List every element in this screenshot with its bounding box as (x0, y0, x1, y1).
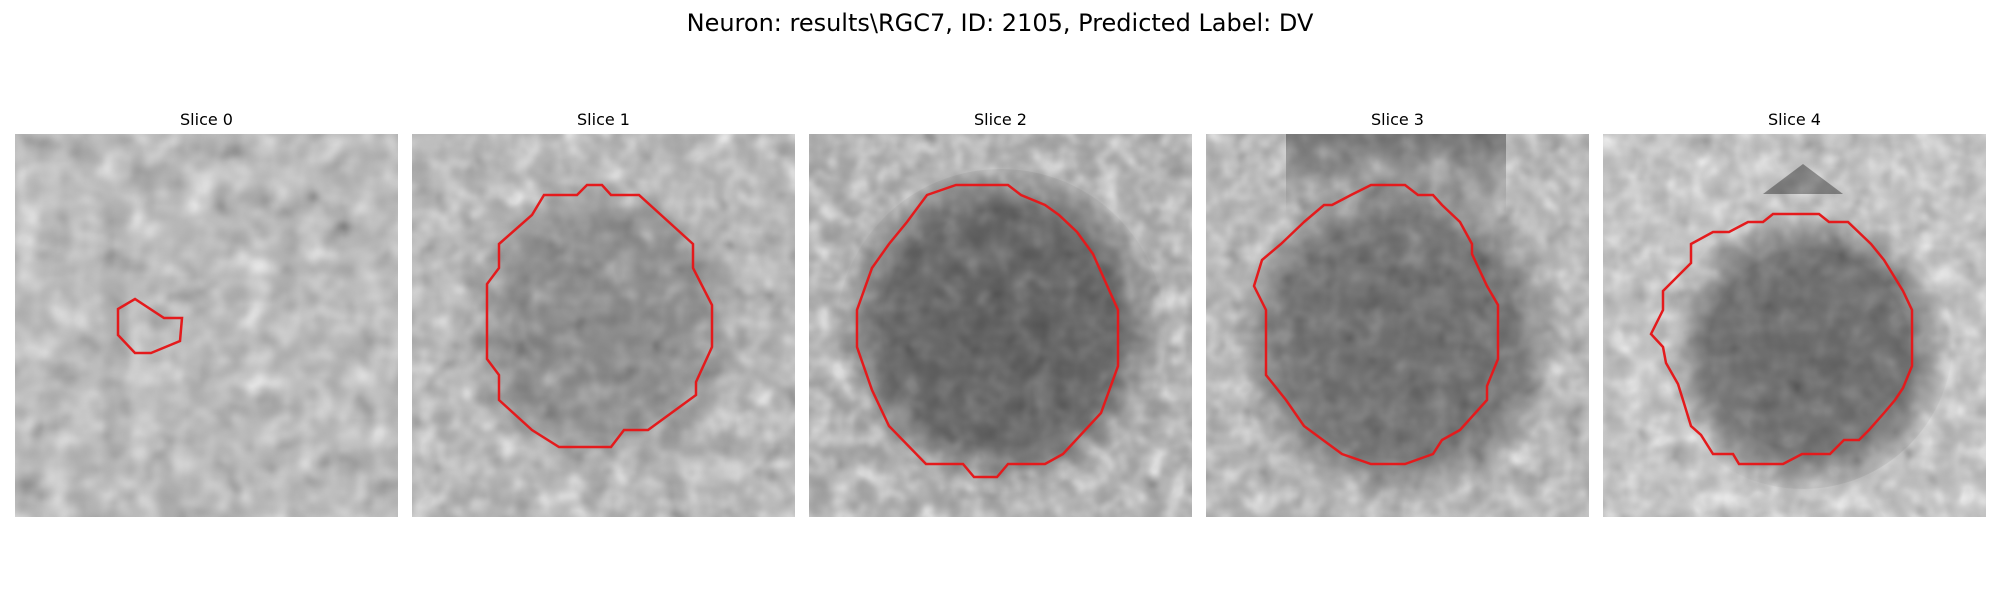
roi-contour (1649, 212, 1914, 466)
roi-contour (485, 183, 714, 449)
roi-contour (1252, 183, 1500, 466)
slice-image (15, 134, 398, 517)
slice-image (1206, 134, 1589, 517)
slice-image (809, 134, 1192, 517)
slice-image (1603, 134, 1986, 517)
panel-title: Slice 4 (1768, 110, 1821, 129)
slice-image (412, 134, 795, 517)
panel-title: Slice 0 (180, 110, 233, 129)
panel-title: Slice 1 (577, 110, 630, 129)
roi-contour (116, 297, 184, 355)
roi-contour (855, 183, 1120, 479)
figure-title: Neuron: results\RGC7, ID: 2105, Predicte… (686, 9, 1314, 37)
panel-title: Slice 2 (974, 110, 1027, 129)
panel-title: Slice 3 (1371, 110, 1424, 129)
